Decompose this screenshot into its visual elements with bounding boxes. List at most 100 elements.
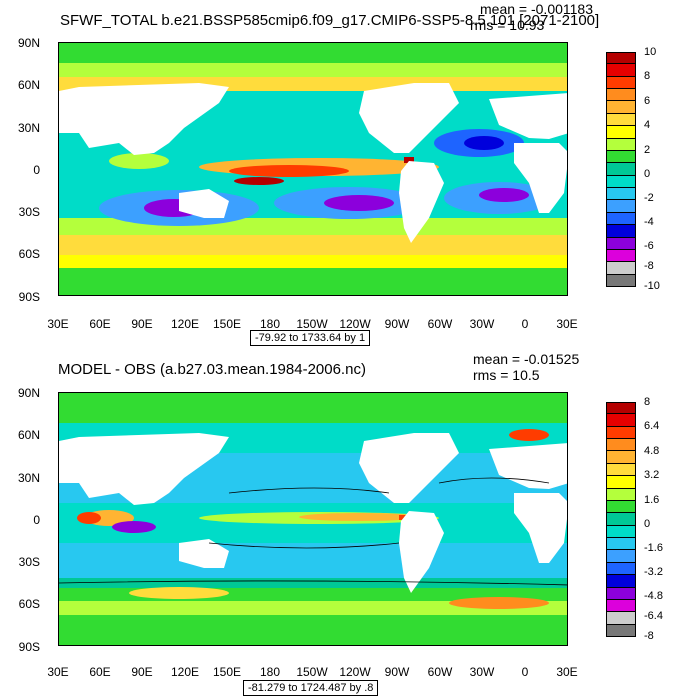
map-plot [58, 392, 568, 646]
colorbar-swatch [606, 138, 636, 151]
colorbar-swatch [606, 624, 636, 637]
lon-tick: 30E [556, 317, 578, 331]
rms-stat: rms = 10.93 [470, 17, 545, 33]
colorbar-swatch [606, 89, 636, 102]
contour-range-label: -81.279 to 1724.487 by .8 [243, 680, 379, 696]
lat-tick: 60S [18, 597, 40, 611]
colorbar-swatch [606, 414, 636, 427]
colorbar-label: 3.2 [644, 469, 660, 481]
lon-tick: 90E [131, 317, 153, 331]
colorbar-label: 4.8 [644, 445, 660, 457]
lon-tick: 30E [47, 317, 69, 331]
colorbar-swatch [606, 575, 636, 588]
lat-tick: 60N [17, 78, 40, 92]
lat-tick: 0 [33, 513, 40, 527]
colorbar-swatch [606, 439, 636, 452]
colorbar-swatch [606, 113, 636, 127]
lon-tick: 30E [47, 665, 69, 679]
top-panel: SFWF_TOTAL b.e21.BSSP585cmip6.f09_g17.CM… [17, 1, 660, 346]
colorbar-label: 4 [644, 119, 651, 131]
lat-tick: 0 [33, 163, 40, 177]
colorbar-swatch [606, 500, 636, 514]
lat-tick: 30S [18, 205, 40, 219]
lat-tick: 90N [17, 386, 40, 400]
colorbar-label: -4 [644, 216, 654, 228]
colorbar-label: -4.8 [644, 590, 663, 602]
colorbar-label: 6 [644, 95, 651, 107]
colorbar-swatch [606, 163, 636, 176]
colorbar-swatch [606, 64, 636, 77]
lat-tick: 30S [18, 555, 40, 569]
mean-stat: mean = -0.001183 [480, 1, 593, 17]
lon-tick: 30W [469, 317, 495, 331]
lat-tick: 60S [18, 247, 40, 261]
colorbar-swatch [606, 237, 636, 250]
lon-tick: 0 [521, 317, 529, 331]
lon-tick: 120E [170, 317, 200, 331]
colorbar-swatch [606, 175, 636, 189]
lon-tick: 60E [89, 665, 111, 679]
colorbar-swatch [606, 538, 636, 551]
lon-tick: 0 [521, 665, 529, 679]
panel-title: MODEL - OBS (a.b27.03.mean.1984-2006.nc) [58, 361, 366, 378]
colorbar-swatch [606, 562, 636, 576]
colorbar-swatch [606, 463, 636, 477]
map-plot [58, 42, 568, 296]
colorbar [606, 402, 636, 637]
colorbar-label: 0 [644, 168, 651, 180]
lat-tick: 90S [18, 290, 40, 304]
lon-tick: 120E [170, 665, 200, 679]
lon-tick: 60E [89, 317, 111, 331]
mean-stat: mean = -0.01525 [473, 351, 580, 367]
colorbar-label: 8 [644, 396, 651, 408]
colorbar [606, 52, 636, 287]
rms-stat: rms = 10.5 [473, 367, 540, 383]
lon-tick: 120W [339, 317, 371, 331]
colorbar-swatch [606, 587, 636, 600]
lat-tick: 90N [17, 36, 40, 50]
colorbar-swatch [606, 212, 636, 226]
colorbar-swatch [606, 188, 636, 201]
colorbar-swatch [606, 402, 636, 415]
lon-tick: 150W [296, 317, 328, 331]
colorbar-label: 2 [644, 144, 651, 156]
colorbar-swatch [606, 426, 636, 440]
colorbar-label: 8 [644, 70, 651, 82]
contour-range-label: -79.92 to 1733.64 by 1 [250, 330, 371, 346]
colorbar-label: -2 [644, 192, 654, 204]
lon-tick: 90W [384, 317, 410, 331]
colorbar-swatch [606, 550, 636, 563]
colorbar-label: 10 [644, 46, 657, 58]
lon-tick: 120W [339, 665, 371, 679]
lon-tick: 30E [556, 665, 578, 679]
colorbar-swatch [606, 150, 636, 164]
colorbar-swatch [606, 76, 636, 90]
colorbar-swatch [606, 126, 636, 139]
colorbar-label: 0 [644, 518, 651, 530]
colorbar-swatch [606, 612, 636, 625]
lon-tick: 90W [384, 665, 410, 679]
lon-tick: 90E [131, 665, 153, 679]
colorbar-swatch [606, 262, 636, 275]
colorbar-swatch [606, 274, 636, 287]
colorbar-swatch [606, 200, 636, 213]
lon-tick: 180 [259, 317, 281, 331]
lon-tick: 60W [427, 665, 453, 679]
lon-tick: 150E [212, 317, 242, 331]
lat-tick: 30N [17, 471, 40, 485]
colorbar-label: -8 [644, 630, 654, 642]
colorbar-swatch [606, 249, 636, 263]
colorbar-label: -6 [644, 240, 654, 252]
colorbar-label: -8 [644, 260, 654, 272]
lon-tick: 60W [427, 317, 453, 331]
colorbar-swatch [606, 476, 636, 489]
colorbar-swatch [606, 599, 636, 613]
bottom-panel: MODEL - OBS (a.b27.03.mean.1984-2006.nc)… [0, 350, 700, 700]
colorbar-label: 6.4 [644, 420, 660, 432]
colorbar-swatch [606, 52, 636, 65]
colorbar-swatch [606, 225, 636, 238]
colorbar-swatch [606, 101, 636, 114]
lon-tick: 30W [469, 665, 495, 679]
colorbar-swatch [606, 513, 636, 526]
lat-tick: 90S [18, 640, 40, 654]
